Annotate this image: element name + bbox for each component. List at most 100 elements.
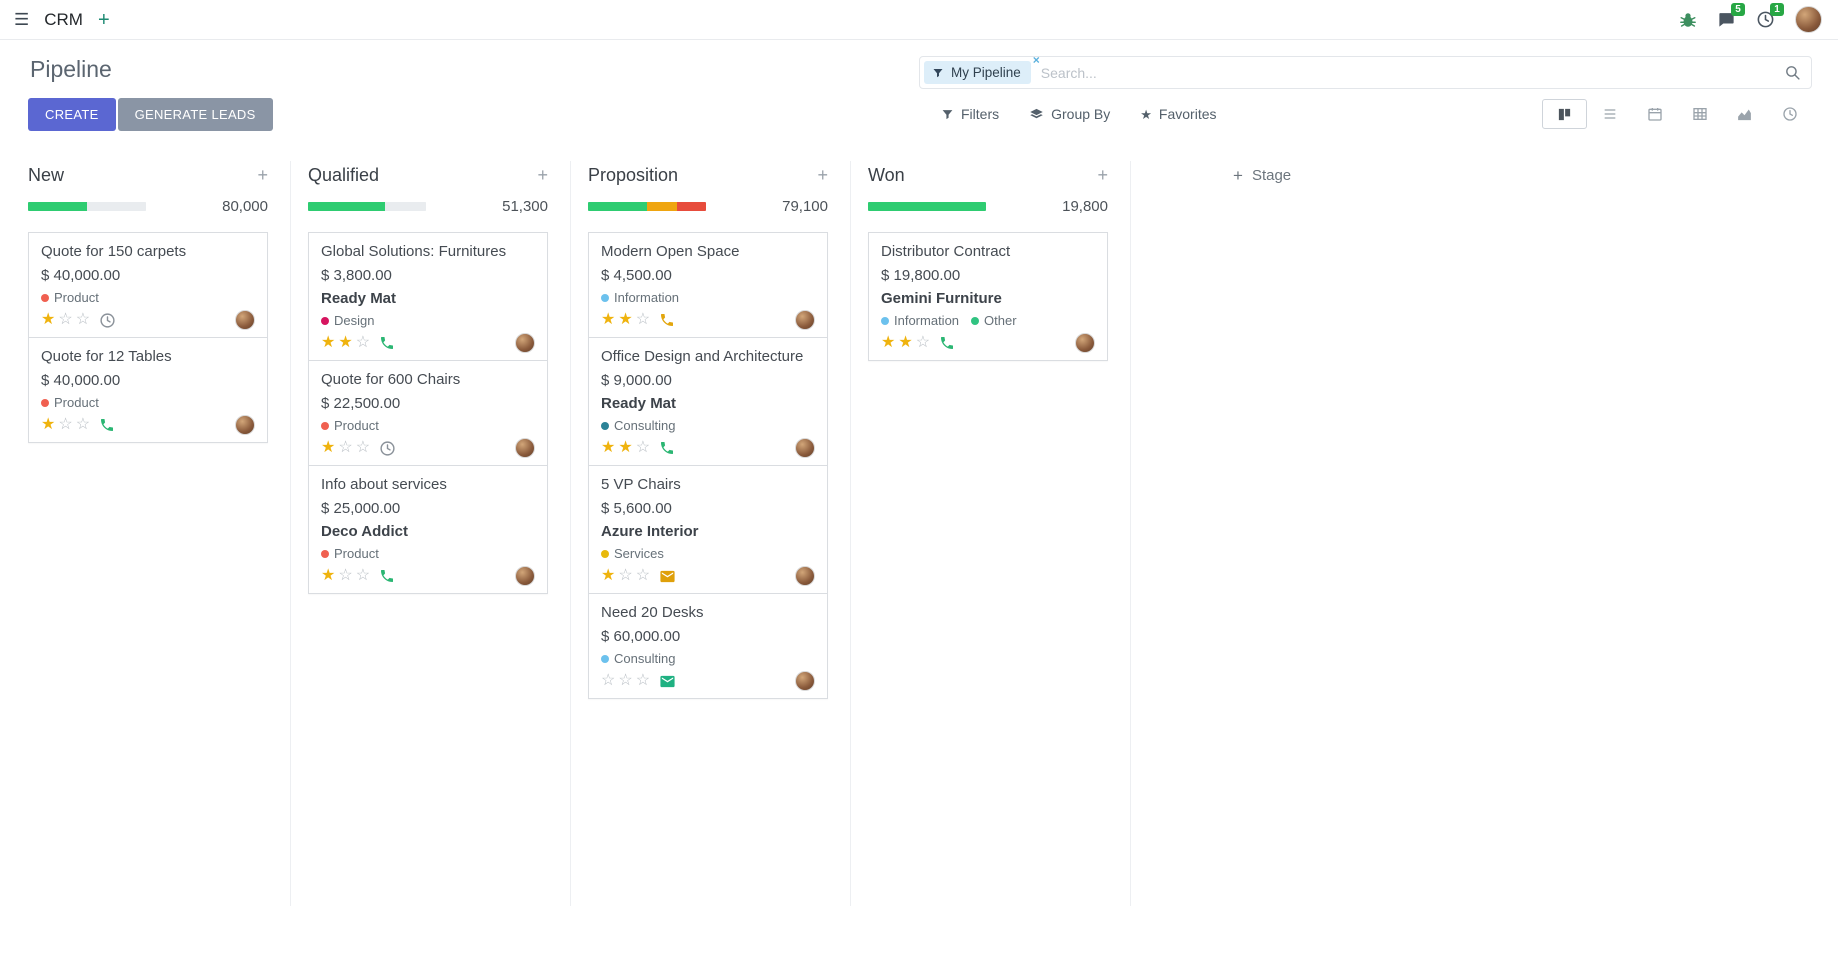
envelope-activity-icon[interactable] [659,568,676,585]
hamburger-menu-icon[interactable]: ☰ [14,9,30,29]
salesperson-avatar[interactable] [235,310,255,330]
priority-star-icon[interactable]: ★ [321,334,336,351]
column-progressbar[interactable] [308,202,426,211]
priority-star-icon[interactable]: ★ [601,311,616,328]
search-bar[interactable]: My Pipeline × [919,53,1812,89]
column-progressbar[interactable] [588,202,706,211]
priority-star-icon[interactable]: ☆ [75,416,91,433]
progress-segment[interactable] [87,202,146,211]
phone-activity-icon[interactable] [659,440,675,456]
group-by-button[interactable]: Group By [1029,102,1110,126]
create-button[interactable]: CREATE [28,98,116,131]
column-progressbar[interactable] [868,202,986,211]
priority-star-icon[interactable]: ★ [321,439,336,456]
progress-segment[interactable] [647,202,677,211]
add-stage-button[interactable]: + Stage [1233,161,1291,189]
phone-activity-icon[interactable] [379,568,395,584]
priority-star-icon[interactable]: ☆ [58,311,73,328]
filters-button[interactable]: Filters [941,102,999,126]
priority-star-icon[interactable]: ★ [898,334,913,351]
kanban-card[interactable]: Info about services $ 25,000.00 Deco Addic… [308,465,548,594]
priority-star-icon[interactable]: ☆ [635,672,651,689]
generate-leads-button[interactable]: GENERATE LEADS [117,98,273,131]
progress-segment[interactable] [588,202,647,211]
kanban-card[interactable]: Quote for 600 Chairs $ 22,500.00 Product ★ ☆… [308,360,548,466]
envelope-activity-icon[interactable] [659,673,676,690]
priority-star-icon[interactable]: ☆ [338,567,353,584]
progress-segment[interactable] [308,202,385,211]
view-list-button[interactable] [1587,99,1632,129]
salesperson-avatar[interactable] [795,566,815,586]
salesperson-avatar[interactable] [235,415,255,435]
view-calendar-button[interactable] [1632,99,1677,129]
priority-star-icon[interactable]: ☆ [635,567,651,584]
view-kanban-button[interactable] [1542,99,1587,129]
progress-segment[interactable] [868,202,986,211]
salesperson-avatar[interactable] [795,310,815,330]
salesperson-avatar[interactable] [515,566,535,586]
column-add-icon[interactable]: + [257,165,268,185]
app-name[interactable]: CRM [44,9,83,29]
kanban-card[interactable]: Quote for 150 carpets $ 40,000.00 Product ★… [28,232,268,338]
user-avatar[interactable] [1795,6,1822,33]
view-graph-button[interactable] [1722,99,1767,129]
phone-activity-icon[interactable] [379,335,395,351]
priority-star-icon[interactable]: ☆ [355,439,371,456]
kanban-card[interactable]: Global Solutions: Furnitures $ 3,800.00 Re… [308,232,548,361]
column-add-icon[interactable]: + [1097,165,1108,185]
priority-star-icon[interactable]: ☆ [338,439,353,456]
priority-star-icon[interactable]: ★ [321,567,336,584]
column-add-icon[interactable]: + [817,165,828,185]
priority-star-icon[interactable]: ★ [881,334,896,351]
plus-icon[interactable]: + [97,8,110,31]
progress-segment[interactable] [384,202,426,211]
priority-star-icon[interactable]: ☆ [58,416,73,433]
clock-activity-icon[interactable] [379,440,396,457]
facet-remove-icon[interactable]: × [1032,53,1040,67]
kanban-card[interactable]: Modern Open Space $ 4,500.00 Information ★ ★… [588,232,828,338]
salesperson-avatar[interactable] [795,438,815,458]
priority-star-icon[interactable]: ★ [618,311,633,328]
bug-icon[interactable] [1679,11,1697,29]
view-activity-button[interactable] [1767,99,1812,129]
favorites-button[interactable]: ★ Favorites [1140,102,1216,126]
priority-star-icon[interactable]: ☆ [601,672,616,689]
priority-star-icon[interactable]: ☆ [75,311,91,328]
clock-activity-icon[interactable] [99,312,116,329]
search-input[interactable] [1030,64,1784,81]
progress-segment[interactable] [676,202,706,211]
priority-star-icon[interactable]: ★ [618,439,633,456]
priority-star-icon[interactable]: ★ [601,567,616,584]
phone-activity-icon[interactable] [939,335,955,351]
priority-star-icon[interactable]: ★ [41,416,56,433]
kanban-card[interactable]: Office Design and Architecture $ 9,000.00… [588,337,828,466]
priority-star-icon[interactable]: ☆ [635,439,651,456]
view-pivot-button[interactable] [1677,99,1722,129]
kanban-card[interactable]: Distributor Contract $ 19,800.00 Gemini Fu… [868,232,1108,361]
priority-star-icon[interactable]: ☆ [915,334,931,351]
priority-star-icon[interactable]: ☆ [635,311,651,328]
phone-activity-icon[interactable] [659,312,675,328]
priority-star-icon[interactable]: ☆ [355,567,371,584]
kanban-card[interactable]: Quote for 12 Tables $ 40,000.00 Product ★ ☆ ☆ [28,337,268,443]
priority-star-icon[interactable]: ★ [601,439,616,456]
priority-star-icon[interactable]: ☆ [355,334,371,351]
salesperson-avatar[interactable] [515,438,535,458]
salesperson-avatar[interactable] [1075,333,1095,353]
column-add-icon[interactable]: + [537,165,548,185]
kanban-card[interactable]: 5 VP Chairs $ 5,600.00 Azure Interior Servi… [588,465,828,594]
activities-button[interactable]: 1 [1756,3,1784,29]
salesperson-avatar[interactable] [515,333,535,353]
salesperson-avatar[interactable] [795,671,815,691]
search-icon[interactable] [1784,64,1801,81]
priority-star-icon[interactable]: ★ [338,334,353,351]
priority-star-icon[interactable]: ☆ [618,567,633,584]
priority-star-icon[interactable]: ★ [41,311,56,328]
progress-segment[interactable] [28,202,87,211]
column-progressbar[interactable] [28,202,146,211]
priority-star-icon[interactable]: ☆ [618,672,633,689]
search-facet-my-pipeline[interactable]: My Pipeline × [924,53,1040,84]
phone-activity-icon[interactable] [99,417,115,433]
kanban-card[interactable]: Need 20 Desks $ 60,000.00 Consulting ☆ ☆ ☆ [588,593,828,699]
messages-button[interactable]: 5 [1717,3,1745,29]
